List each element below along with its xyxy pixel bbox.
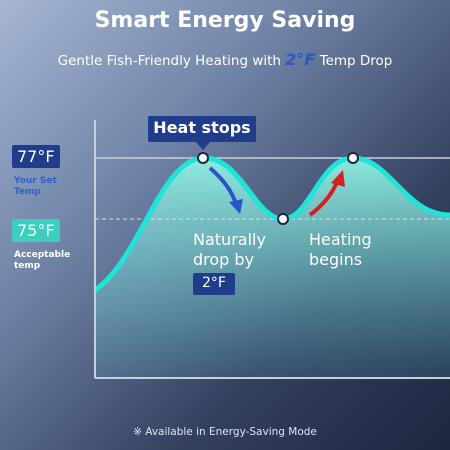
- drop-arrowhead: [229, 199, 243, 214]
- callout-pointer: [196, 142, 210, 150]
- acceptable-badge: 75°F: [12, 219, 60, 242]
- subtitle-highlight: 2°F: [285, 50, 316, 69]
- acceptable-label: Acceptable temp: [14, 250, 71, 271]
- subtitle-text: Gentle Fish-Friendly Heating with: [57, 53, 286, 69]
- point: [197, 152, 209, 164]
- footer: ※ Available in Energy-Saving Mode: [133, 426, 317, 438]
- set-temp-badge: 77°F: [12, 145, 60, 168]
- drop-text: Naturally drop by: [193, 230, 266, 269]
- subtitle-text: Temp Drop: [315, 53, 393, 69]
- heat-stops: Heat stops: [153, 118, 251, 137]
- point: [277, 213, 289, 225]
- set-temp-label: Your Set Temp: [14, 176, 57, 197]
- subtitle: Gentle Fish-Friendly Heating with 2°F Te…: [0, 50, 450, 69]
- heating-text: Heating begins: [309, 230, 372, 269]
- drop-amount-box: [193, 273, 235, 295]
- curve-area: [95, 157, 450, 378]
- drop-amount: 2°F: [202, 275, 226, 291]
- callout-box: [148, 116, 256, 142]
- title: Smart Energy Saving: [94, 8, 356, 33]
- heat-arrowhead: [331, 170, 345, 187]
- point: [347, 152, 359, 164]
